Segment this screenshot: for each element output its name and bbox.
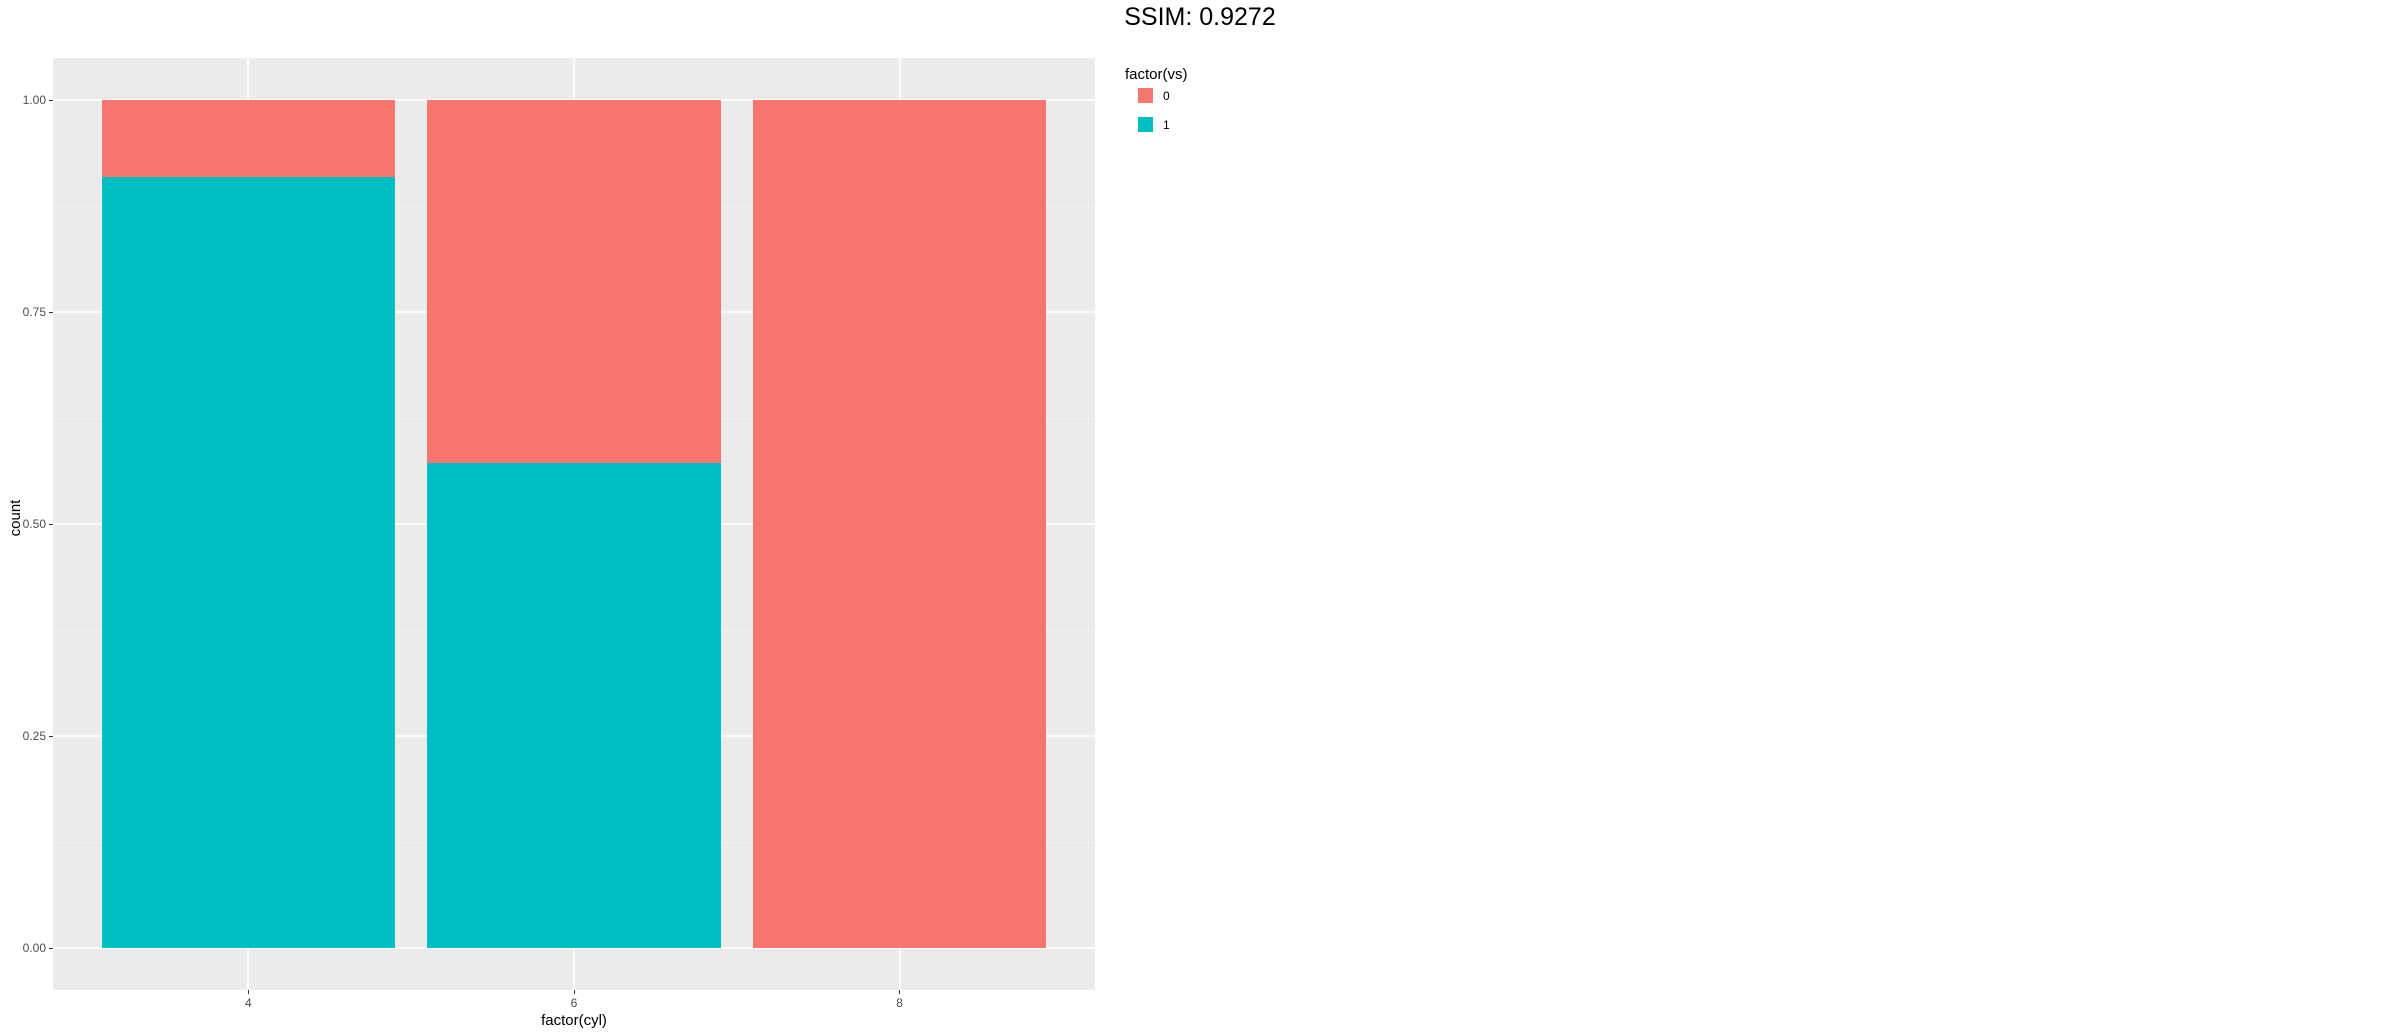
bar-segment-vs0-cyl4	[101, 100, 395, 178]
bar-segment-vs0-cyl6	[427, 100, 721, 464]
x-axis-title: factor(cyl)	[541, 1012, 607, 1029]
y-tick-label: 0.50	[2388, 503, 2400, 519]
y-tick-label: 1.00	[2388, 77, 2400, 93]
y-tick-label: 1.00	[22, 93, 46, 107]
legend-label: 0	[1163, 88, 1170, 103]
x-tick-label: 4	[245, 996, 252, 1010]
legend-label: 1	[1163, 117, 1170, 132]
y-tick-label: 0.25	[22, 729, 46, 743]
y-tick-label: 0.50	[22, 517, 46, 531]
bar-segment-vs0-cyl8	[753, 100, 1047, 948]
y-tick-mark	[49, 947, 53, 949]
right-chart: 1.000.750.500.250.00468factor(cyl)countf…	[1210, 0, 2400, 1034]
y-axis-title: count	[7, 499, 24, 537]
legend-title: factor(vs)	[1125, 66, 1188, 83]
y-tick-label: 0.00	[22, 941, 46, 955]
y-tick-label: 0.25	[2388, 716, 2400, 732]
bar-segment-vs1-cyl6	[427, 463, 721, 948]
x-tick-mark	[573, 990, 575, 994]
x-tick-mark	[899, 990, 901, 994]
y-tick-label: 0.75	[22, 305, 46, 319]
legend-swatch-0	[1138, 88, 1153, 103]
x-tick-label: 6	[570, 996, 578, 1010]
left-chart: 1.00 0.75 0.50 0.25 0.00 4 6 8 factor(cyl) count f…	[7, 58, 1188, 1029]
y-tick-mark	[49, 311, 53, 313]
y-tick-label: 0.00	[2388, 929, 2400, 945]
x-tick-mark	[247, 990, 249, 994]
y-tick-mark	[49, 99, 53, 101]
figure-title: SSIM: 0.9272	[1124, 3, 1276, 31]
bar-segment-vs1-cyl4	[101, 177, 395, 948]
y-tick-mark	[49, 523, 53, 525]
y-tick-mark	[49, 735, 53, 737]
y-tick-label: 0.75	[2388, 290, 2400, 306]
x-tick-label: 8	[896, 996, 903, 1010]
legend-swatch-1	[1138, 117, 1153, 132]
